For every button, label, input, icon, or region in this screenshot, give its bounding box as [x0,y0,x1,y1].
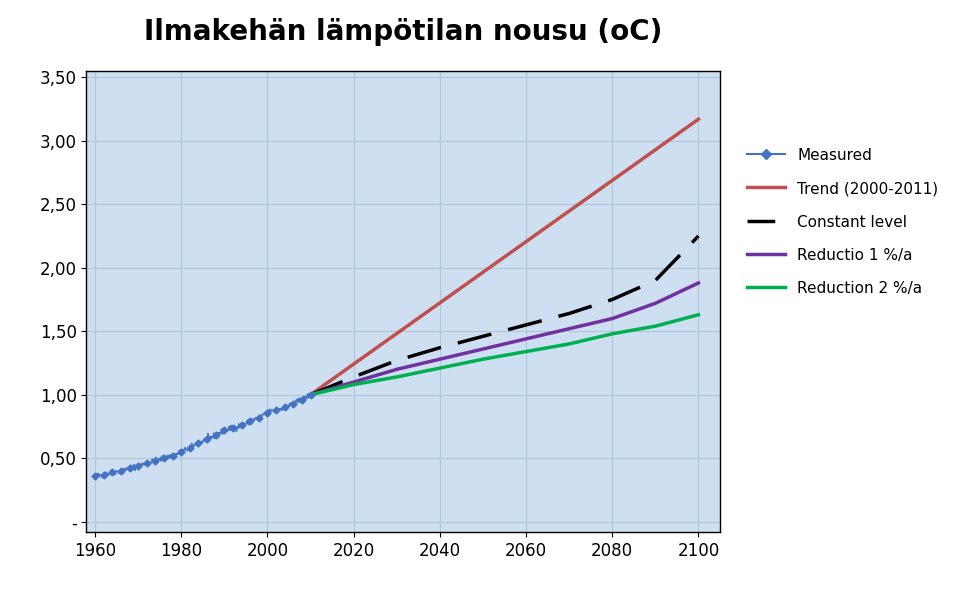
Text: Ilmakehän lämpötilan nousu (oC): Ilmakehän lämpötilan nousu (oC) [144,18,662,46]
Legend: Measured, Trend (2000-2011), Constant level, Reductio 1 %/a, Reduction 2 %/a: Measured, Trend (2000-2011), Constant le… [747,148,938,296]
